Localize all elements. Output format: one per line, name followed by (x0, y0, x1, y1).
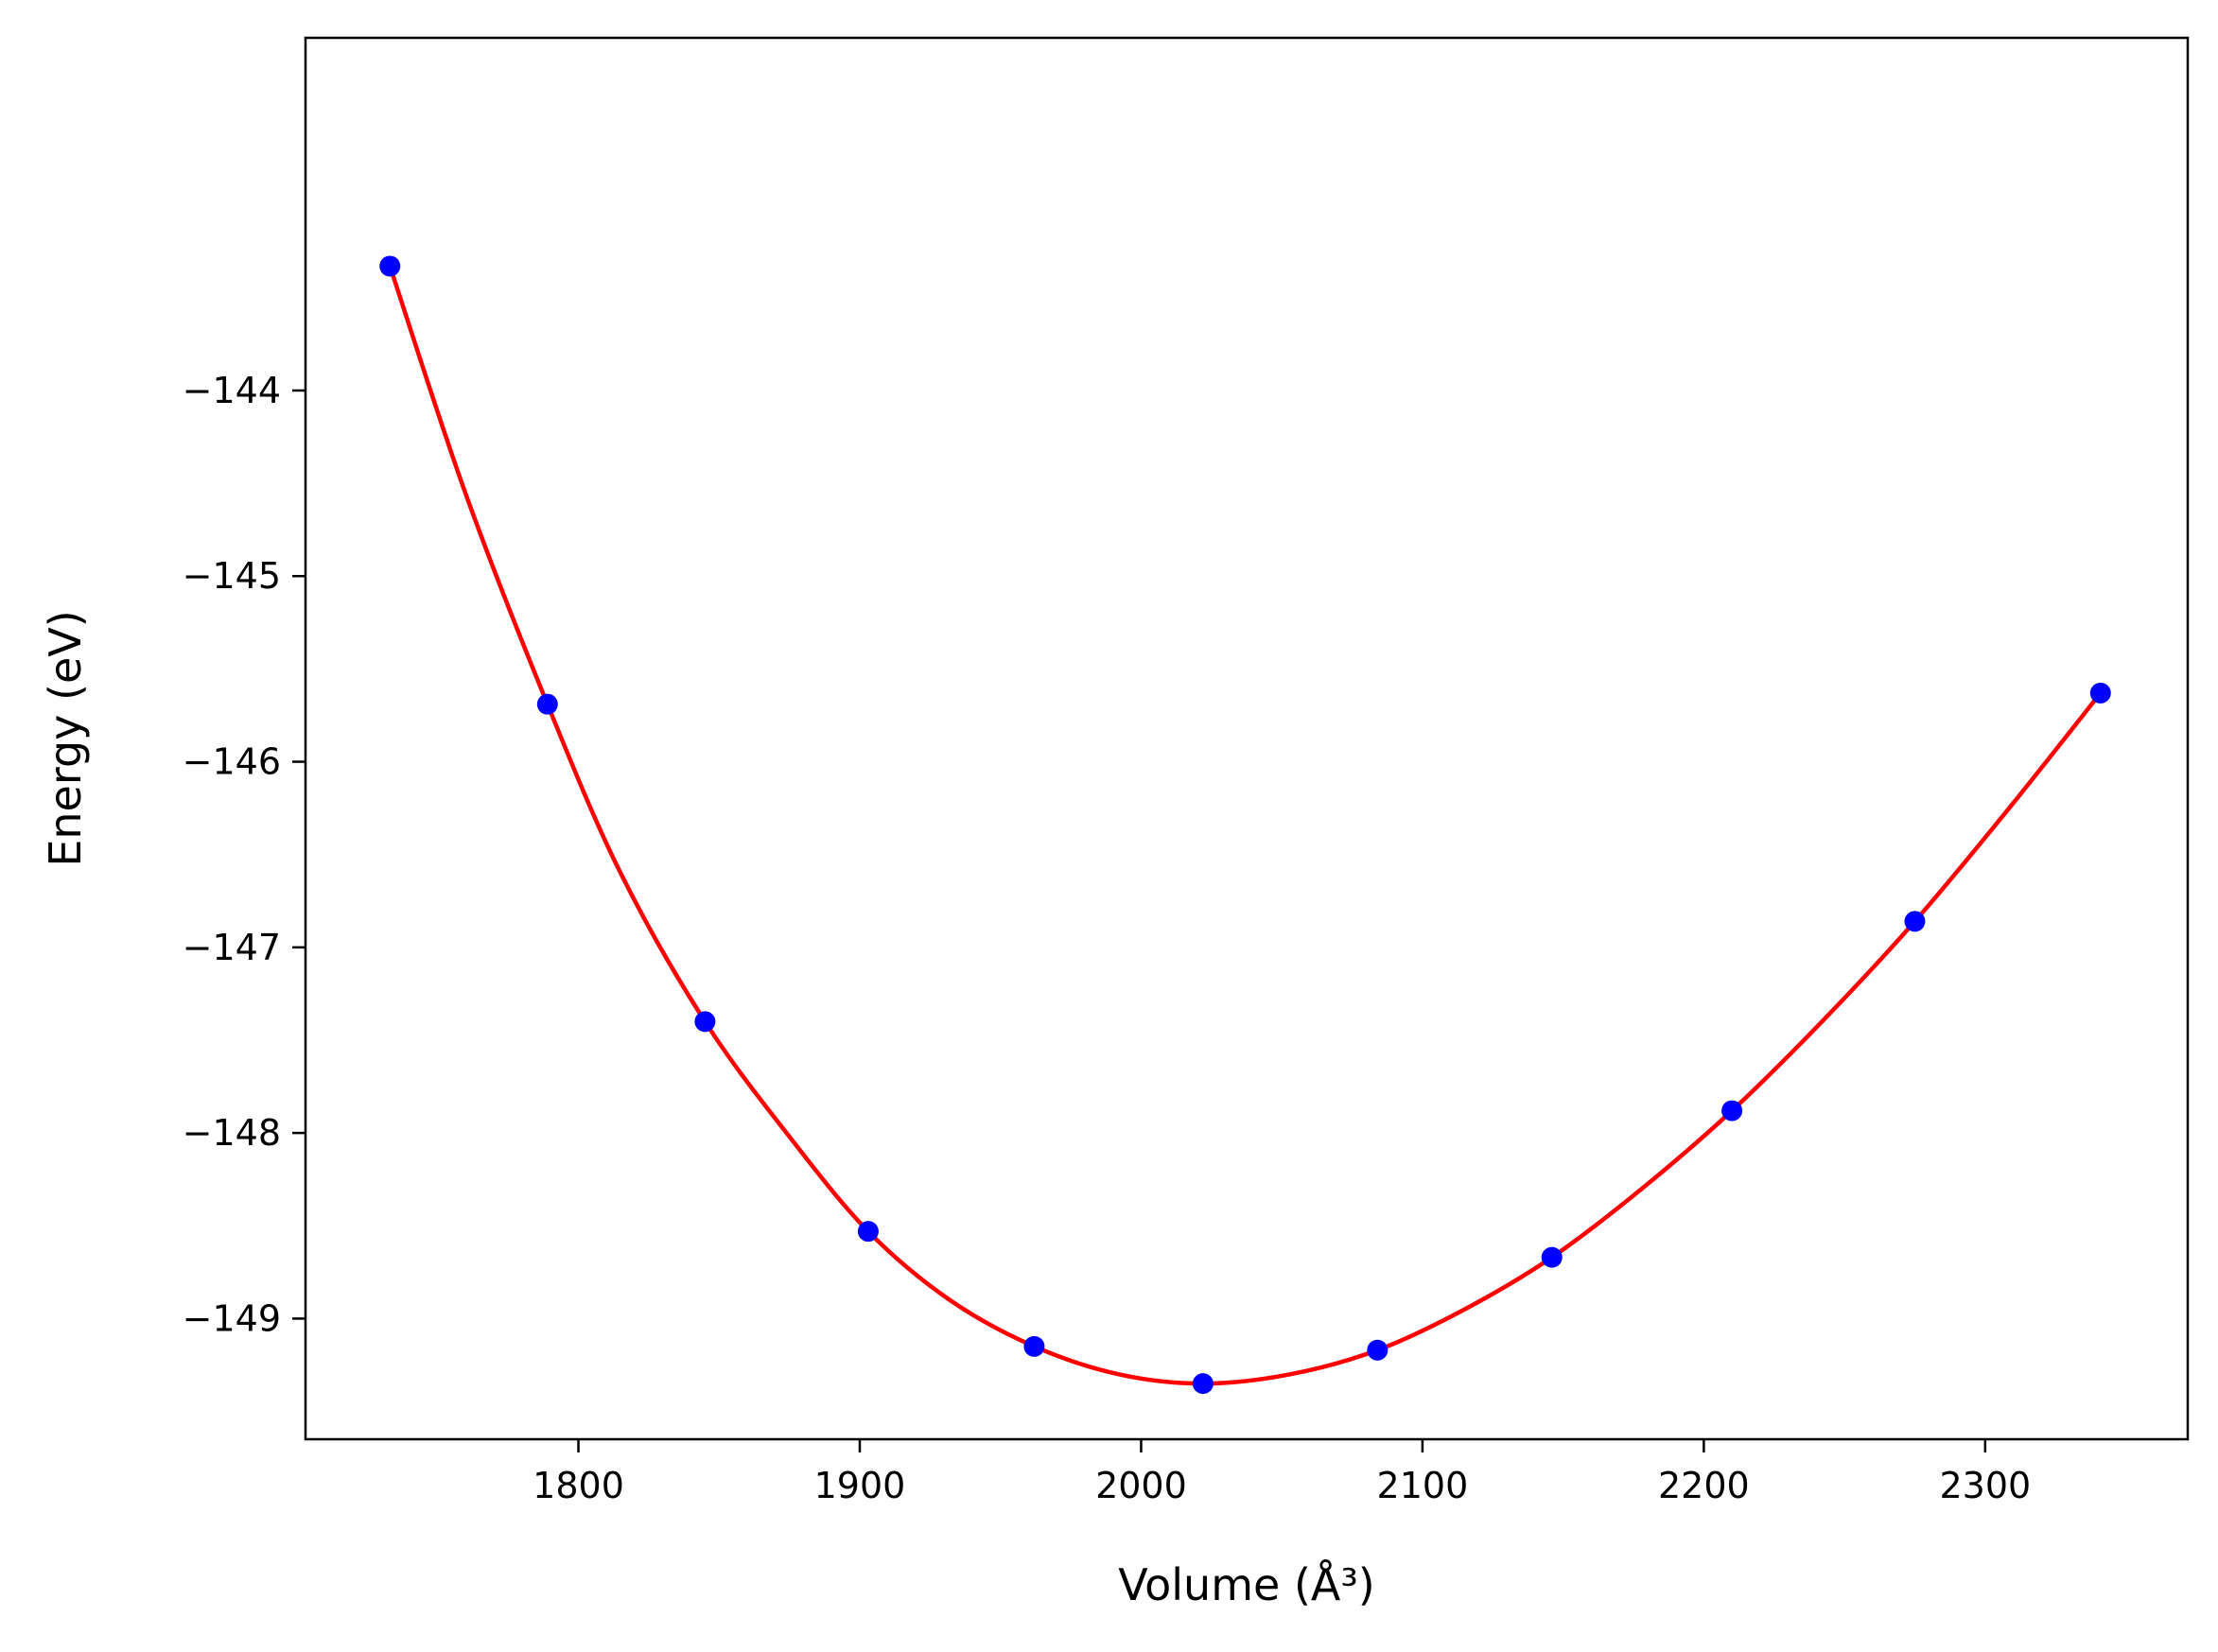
x-tick-label: 2200 (1658, 1465, 1750, 1506)
x-tick-label: 2000 (1095, 1465, 1187, 1506)
y-axis-ticks: −144 −145 −146 −147 −148 −149 (183, 370, 306, 1339)
axes-frame (304, 36, 2190, 1441)
data-point (694, 1011, 716, 1033)
x-tick-label: 1800 (533, 1465, 624, 1506)
data-point (1721, 1100, 1743, 1122)
y-tick-label: −147 (183, 927, 281, 968)
data-point (1367, 1339, 1388, 1361)
data-point (1904, 911, 1926, 932)
data-point (536, 693, 558, 715)
y-tick-label: −145 (183, 555, 281, 597)
x-tick-label: 1900 (814, 1465, 906, 1506)
fit-curve (388, 265, 2103, 1386)
y-axis-label: Energy (eV) (40, 610, 91, 866)
y-tick-label: −149 (183, 1297, 281, 1339)
y-tick-label: −148 (183, 1112, 281, 1154)
x-axis-label: Volume (Å³) (1118, 1559, 1375, 1610)
plot-area (304, 36, 2190, 1441)
data-point (1192, 1373, 1214, 1395)
data-point (1541, 1246, 1563, 1268)
x-axis-ticks: 1800 1900 2000 2100 2200 2300 (533, 1439, 2031, 1506)
y-tick-label: −146 (183, 741, 281, 783)
y-tick-label: −144 (183, 370, 281, 411)
data-point (379, 255, 401, 277)
data-point (2089, 682, 2111, 704)
data-point (857, 1221, 879, 1243)
data-points (379, 255, 2111, 1395)
x-tick-label: 2300 (1939, 1465, 2031, 1506)
data-point (1023, 1335, 1045, 1357)
x-tick-label: 2100 (1377, 1465, 1469, 1506)
